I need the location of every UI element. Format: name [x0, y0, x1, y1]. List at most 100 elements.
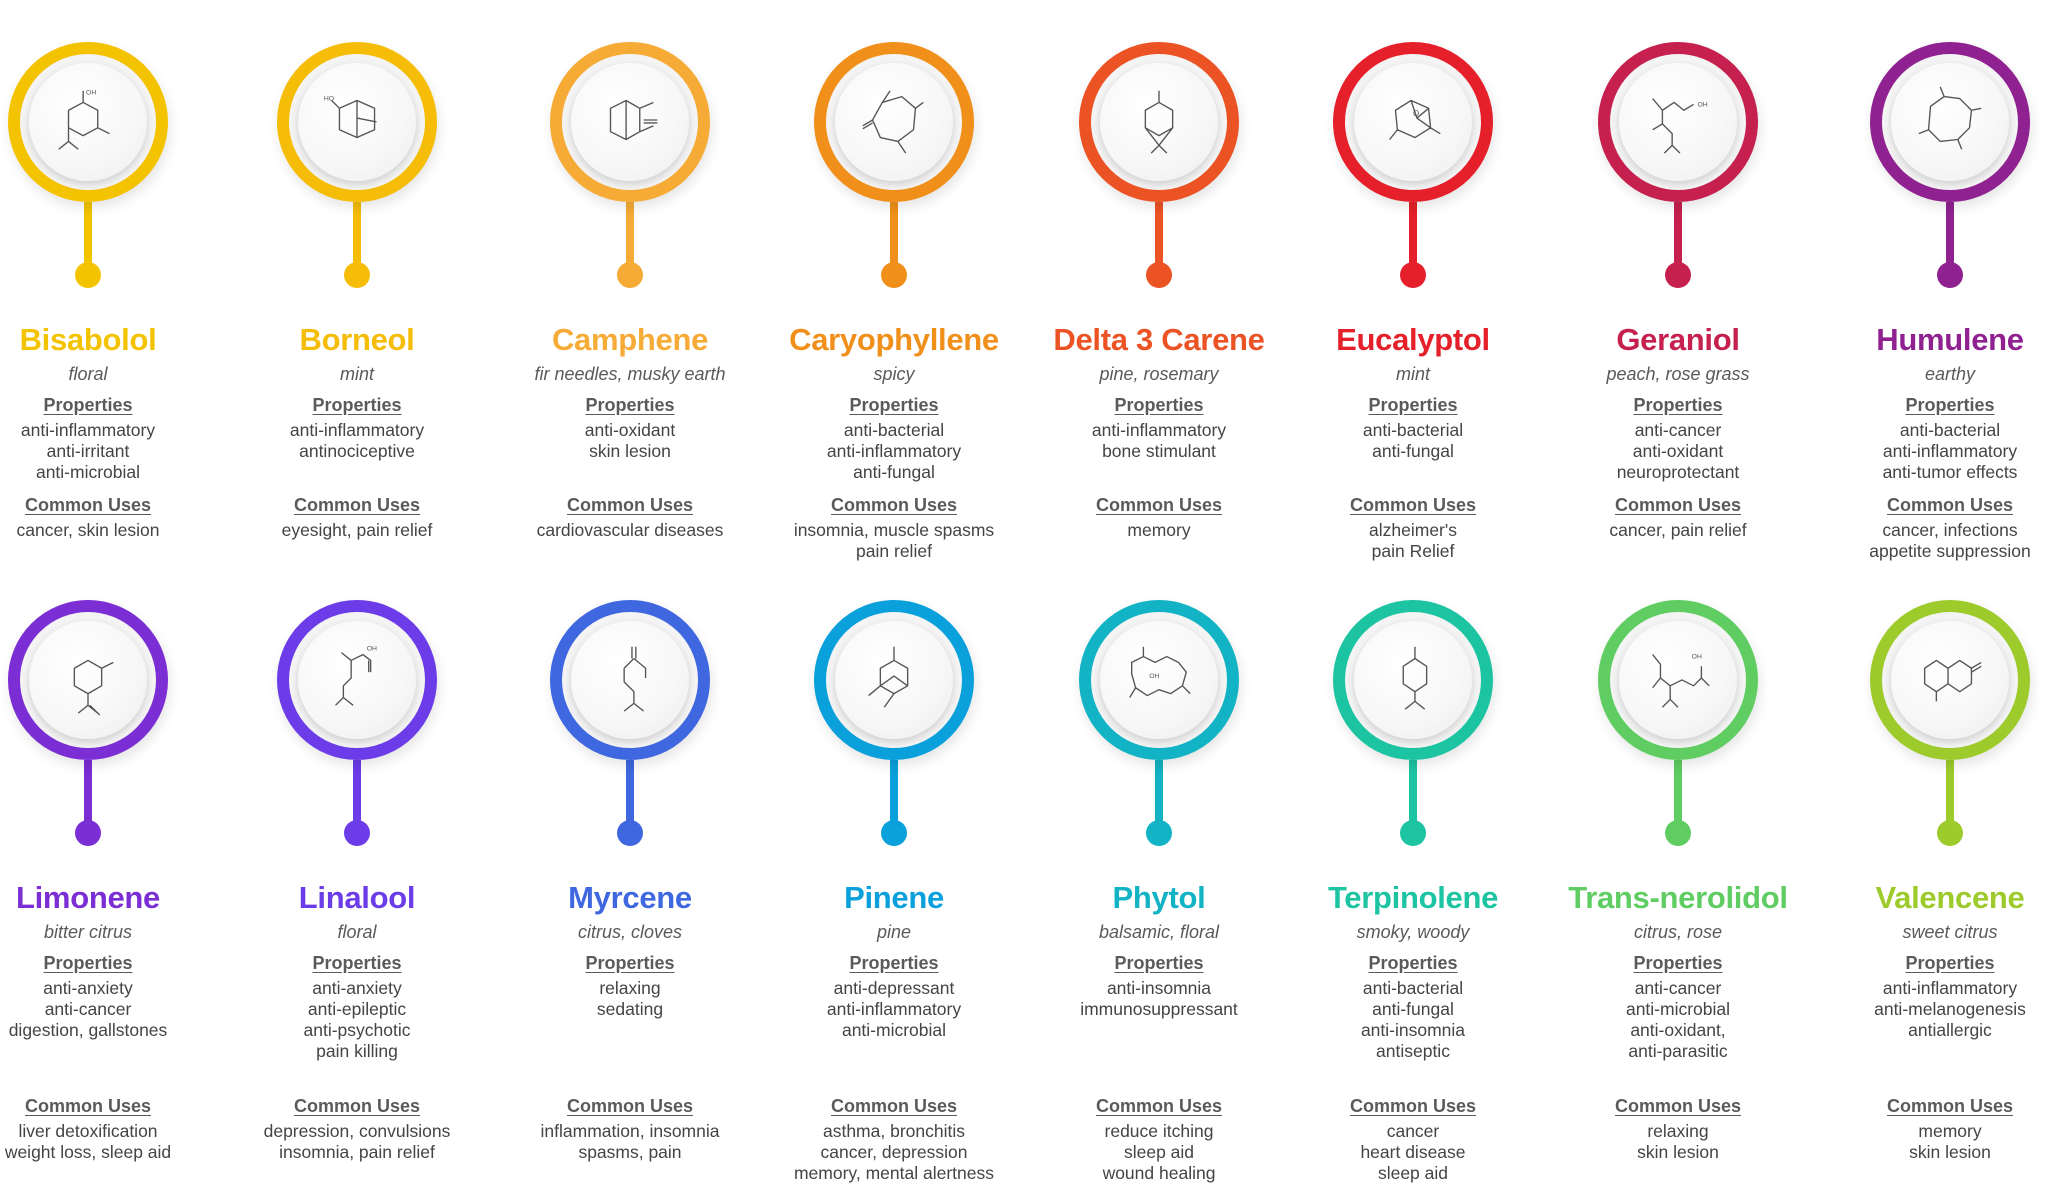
use-item: memory: [1918, 1121, 1982, 1141]
common-uses-list: insomnia, muscle spasms pain relief: [794, 520, 994, 562]
molecule-badge-inner: O: [1354, 63, 1472, 181]
molecule-badge-inner: [571, 63, 689, 181]
terpene-card: O Eucalyptol mint Properties anti-bacterial a…: [1273, 42, 1553, 562]
common-uses-heading: Common Uses: [293, 1096, 421, 1116]
use-item: cancer, infections: [1882, 520, 2018, 540]
connector-stem: [1409, 202, 1417, 266]
property-item: anti-fungal: [1372, 999, 1454, 1019]
common-uses-heading: Common Uses: [1614, 495, 1742, 515]
properties-heading: Properties: [1905, 395, 1995, 415]
property-item: anti-depressant: [833, 978, 955, 998]
properties-heading: Properties: [312, 395, 402, 415]
property-item: anti-inflammatory: [1882, 978, 2018, 998]
common-uses-heading: Common Uses: [1349, 495, 1477, 515]
terpene-name: Linalool: [298, 880, 416, 915]
connector-dot: [75, 820, 101, 846]
common-uses-list: cardiovascular diseases: [537, 520, 724, 541]
terpene-card: Valencene sweet citrus Properties anti-infl…: [1810, 600, 2048, 1163]
property-item: anti-insomnia: [1360, 1020, 1466, 1040]
use-item: cancer: [1386, 1121, 1440, 1141]
linalool-structure-icon: OH: [318, 639, 396, 722]
connector-stem: [353, 760, 361, 824]
molecule-badge: [1870, 42, 2030, 202]
terpene-card: HO Borneol mint Properties anti-inflammatory…: [217, 42, 497, 541]
common-uses-list: eyesight, pain relief: [282, 520, 433, 541]
geraniol-structure-icon: OH: [1639, 81, 1717, 164]
properties-heading: Properties: [43, 395, 133, 415]
terpene-card: OH Phytol balsamic, floral Properties anti-i…: [1019, 600, 1299, 1184]
properties-heading: Properties: [1114, 395, 1204, 415]
property-item: anti-microbial: [1625, 999, 1731, 1019]
terpene-aroma: citrus, rose: [1633, 922, 1723, 942]
terpene-aroma: mint: [1395, 364, 1430, 384]
use-item: cardiovascular diseases: [536, 520, 724, 540]
property-item: anti-inflammatory: [826, 441, 962, 461]
properties-heading: Properties: [43, 953, 133, 973]
connector-dot: [1146, 262, 1172, 288]
use-item: heart disease: [1360, 1142, 1466, 1162]
myrcene-structure-icon: [591, 639, 669, 722]
limonene-structure-icon: [49, 639, 127, 722]
molecule-badge: [814, 42, 974, 202]
molecule-badge-inner: [835, 621, 953, 739]
nerolidol-structure-icon: OH: [1639, 639, 1717, 722]
use-item: inflammation, insomnia: [540, 1121, 720, 1141]
molecule-badge: [814, 600, 974, 760]
properties-list: anti-insomnia immunosuppressant: [1080, 978, 1238, 1020]
common-uses-heading: Common Uses: [24, 1096, 152, 1116]
connector-stem: [353, 202, 361, 266]
connector-stem: [890, 760, 898, 824]
properties-heading: Properties: [1905, 953, 1995, 973]
terpene-card: Myrcene citrus, cloves Properties relaxing s…: [490, 600, 770, 1163]
use-item: memory, mental alertness: [793, 1163, 995, 1183]
use-item: cancer, pain relief: [1609, 520, 1747, 540]
terpene-name: Pinene: [844, 880, 944, 915]
terpene-name: Humulene: [1876, 322, 2024, 357]
property-item: anti-microbial: [841, 1020, 947, 1040]
connector-stem: [84, 760, 92, 824]
svg-text:OH: OH: [1149, 673, 1159, 680]
terpene-name: Limonene: [15, 880, 160, 915]
common-uses-list: relaxing skin lesion: [1637, 1121, 1719, 1163]
connector-dot: [1937, 262, 1963, 288]
molecule-badge: OH: [8, 42, 168, 202]
terpene-aroma: fir needles, musky earth: [534, 364, 726, 384]
properties-heading: Properties: [1368, 395, 1458, 415]
connector-dot: [1146, 820, 1172, 846]
eucalyptol-structure-icon: O: [1374, 81, 1452, 164]
property-item: anti-oxidant: [1632, 441, 1724, 461]
use-item: cancer, skin lesion: [16, 520, 160, 540]
connector-dot: [617, 262, 643, 288]
terpene-name: Phytol: [1112, 880, 1206, 915]
use-item: insomnia, muscle spasms: [793, 520, 995, 540]
connector-dot: [75, 262, 101, 288]
molecule-badge: OH: [277, 600, 437, 760]
common-uses-list: memory skin lesion: [1909, 1121, 1991, 1163]
terpene-aroma: floral: [337, 922, 377, 942]
use-item: asthma, bronchitis: [822, 1121, 965, 1141]
terpene-card: Limonene bitter citrus Properties anti-anxi…: [0, 600, 228, 1163]
borneol-structure-icon: HO: [318, 81, 396, 164]
properties-list: anti-bacterial anti-fungal: [1363, 420, 1463, 462]
property-item: anti-anxiety: [312, 978, 402, 998]
connector-dot: [1937, 820, 1963, 846]
properties-heading: Properties: [312, 953, 402, 973]
svg-text:OH: OH: [1692, 653, 1702, 660]
common-uses-list: cancer, pain relief: [1609, 520, 1746, 541]
properties-list: anti-cancer anti-oxidant neuroprotectant: [1617, 420, 1740, 483]
common-uses-heading: Common Uses: [1886, 1096, 2014, 1116]
property-item: anti-inflammatory: [826, 999, 962, 1019]
properties-heading: Properties: [1633, 953, 1723, 973]
property-item: digestion, gallstones: [8, 1020, 168, 1040]
molecule-badge-inner: OH: [29, 63, 147, 181]
common-uses-list: depression, convulsions insomnia, pain re…: [264, 1121, 451, 1163]
molecule-badge: OH: [1079, 600, 1239, 760]
property-item: relaxing: [599, 978, 661, 998]
common-uses-list: reduce itching sleep aid wound healing: [1103, 1121, 1216, 1184]
molecule-badge: [1079, 42, 1239, 202]
property-item: neuroprotectant: [1616, 462, 1740, 482]
molecule-badge: [1870, 600, 2030, 760]
property-item: antinociceptive: [299, 441, 415, 461]
property-item: anti-bacterial: [1362, 420, 1464, 440]
properties-list: anti-depressant anti-inflammatory anti-mic…: [827, 978, 961, 1041]
